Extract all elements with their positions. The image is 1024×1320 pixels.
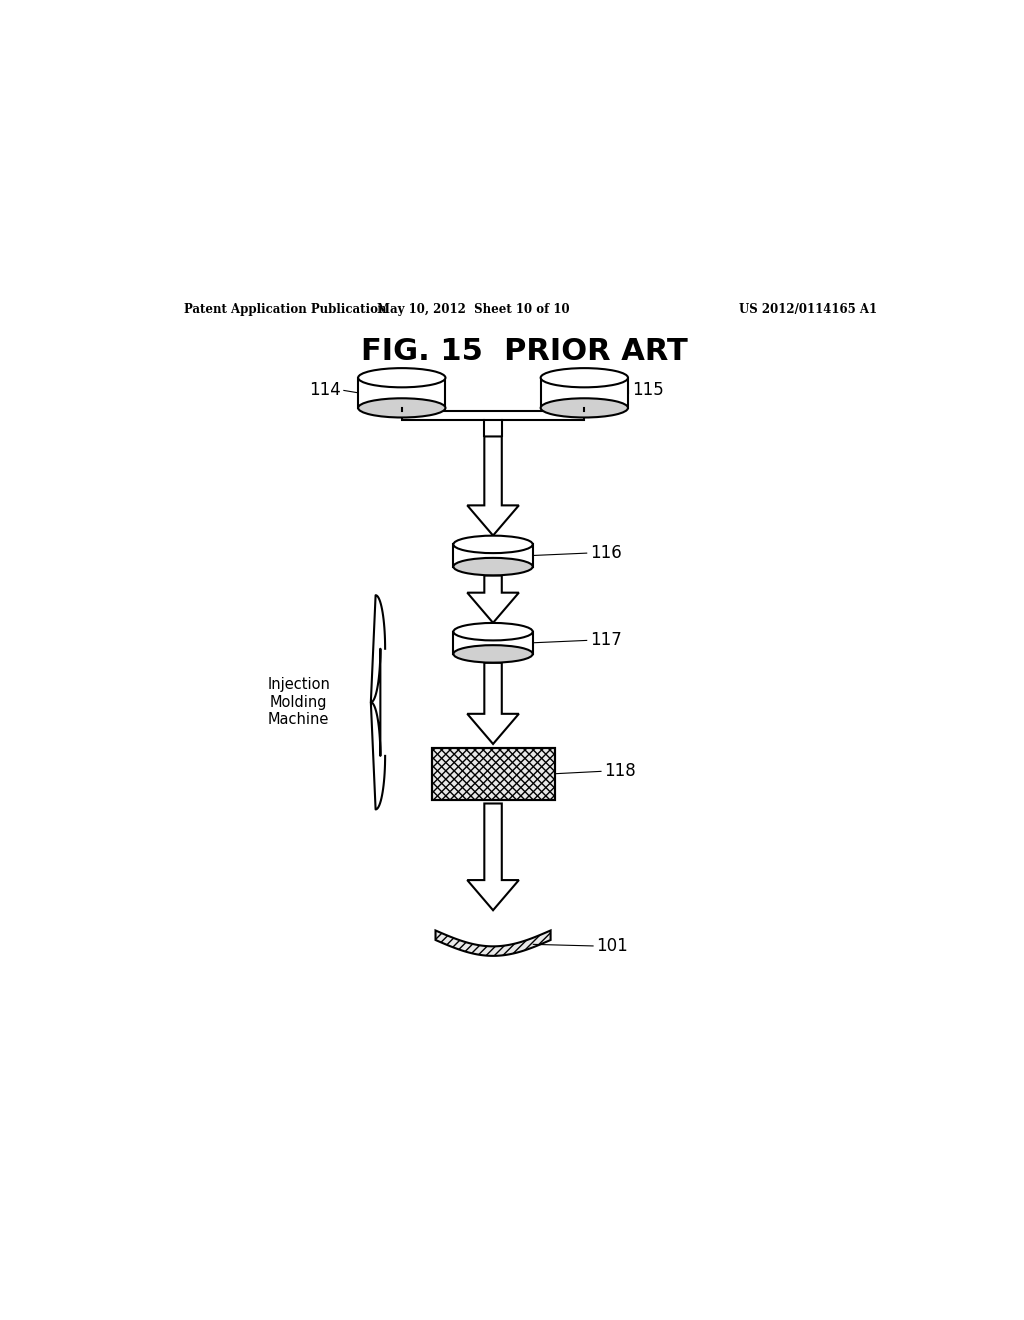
Ellipse shape (358, 399, 445, 417)
Bar (431, 748, 555, 800)
Polygon shape (435, 931, 551, 956)
Text: Injection
Molding
Machine: Injection Molding Machine (267, 677, 330, 727)
Ellipse shape (358, 368, 445, 387)
Polygon shape (467, 576, 519, 623)
Ellipse shape (454, 558, 532, 576)
Text: 101: 101 (596, 937, 628, 954)
Text: 114: 114 (309, 381, 341, 400)
Ellipse shape (454, 645, 532, 663)
Text: 118: 118 (604, 763, 636, 780)
Bar (454, 544, 532, 566)
Text: FIG. 15  PRIOR ART: FIG. 15 PRIOR ART (361, 337, 688, 366)
Polygon shape (467, 804, 519, 911)
Bar (401, 411, 585, 421)
Ellipse shape (541, 368, 628, 387)
Text: May 10, 2012  Sheet 10 of 10: May 10, 2012 Sheet 10 of 10 (377, 304, 569, 315)
Text: 117: 117 (590, 631, 622, 649)
Text: 116: 116 (590, 544, 622, 562)
Ellipse shape (541, 399, 628, 417)
Polygon shape (467, 437, 519, 536)
Bar (358, 378, 445, 408)
Text: US 2012/0114165 A1: US 2012/0114165 A1 (739, 304, 878, 315)
Text: Patent Application Publication: Patent Application Publication (183, 304, 386, 315)
Ellipse shape (454, 623, 532, 640)
Bar (454, 632, 532, 653)
Polygon shape (467, 663, 519, 744)
Bar (431, 748, 555, 800)
Text: 115: 115 (632, 381, 664, 400)
Ellipse shape (454, 536, 532, 553)
Bar (541, 378, 628, 408)
